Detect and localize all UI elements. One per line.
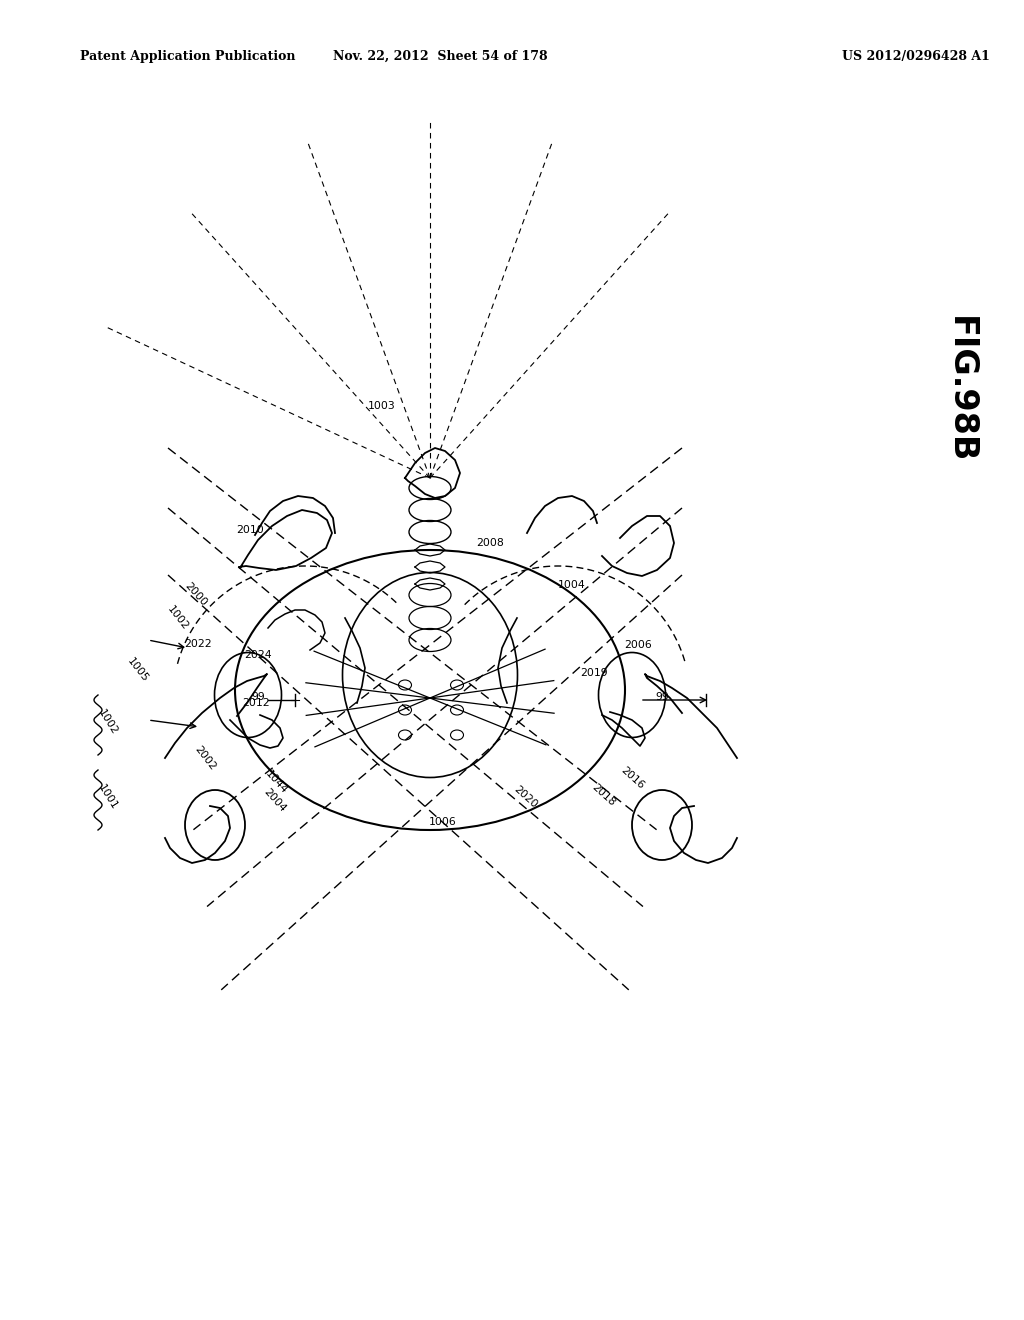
- Text: 2024: 2024: [244, 649, 271, 660]
- Text: 2012: 2012: [243, 698, 269, 708]
- Text: 2016: 2016: [618, 766, 645, 791]
- Text: 2006: 2006: [624, 640, 652, 649]
- Text: 2002: 2002: [193, 744, 217, 772]
- Text: 1006: 1006: [429, 817, 457, 828]
- Text: 99: 99: [251, 692, 265, 702]
- Text: 1003: 1003: [368, 401, 396, 411]
- Text: 2022: 2022: [184, 639, 212, 649]
- Text: 1002: 1002: [96, 708, 120, 737]
- Text: 2000: 2000: [183, 581, 209, 607]
- Text: FIG.98B: FIG.98B: [943, 317, 977, 463]
- Text: 1002: 1002: [166, 605, 190, 632]
- Text: 1044: 1044: [263, 768, 289, 796]
- Text: 2018: 2018: [590, 781, 616, 808]
- Text: 2004: 2004: [262, 787, 288, 813]
- Text: 2010: 2010: [237, 525, 264, 535]
- Text: 1004: 1004: [558, 579, 586, 590]
- Text: Patent Application Publication: Patent Application Publication: [80, 50, 296, 63]
- Text: 2008: 2008: [476, 539, 504, 548]
- Text: 2020: 2020: [512, 784, 540, 810]
- Text: 1005: 1005: [126, 656, 151, 684]
- Text: 1001: 1001: [96, 783, 120, 812]
- Text: US 2012/0296428 A1: US 2012/0296428 A1: [842, 50, 990, 63]
- Text: 2019: 2019: [581, 668, 608, 678]
- Text: Nov. 22, 2012  Sheet 54 of 178: Nov. 22, 2012 Sheet 54 of 178: [333, 50, 547, 63]
- Text: 99: 99: [655, 692, 669, 702]
